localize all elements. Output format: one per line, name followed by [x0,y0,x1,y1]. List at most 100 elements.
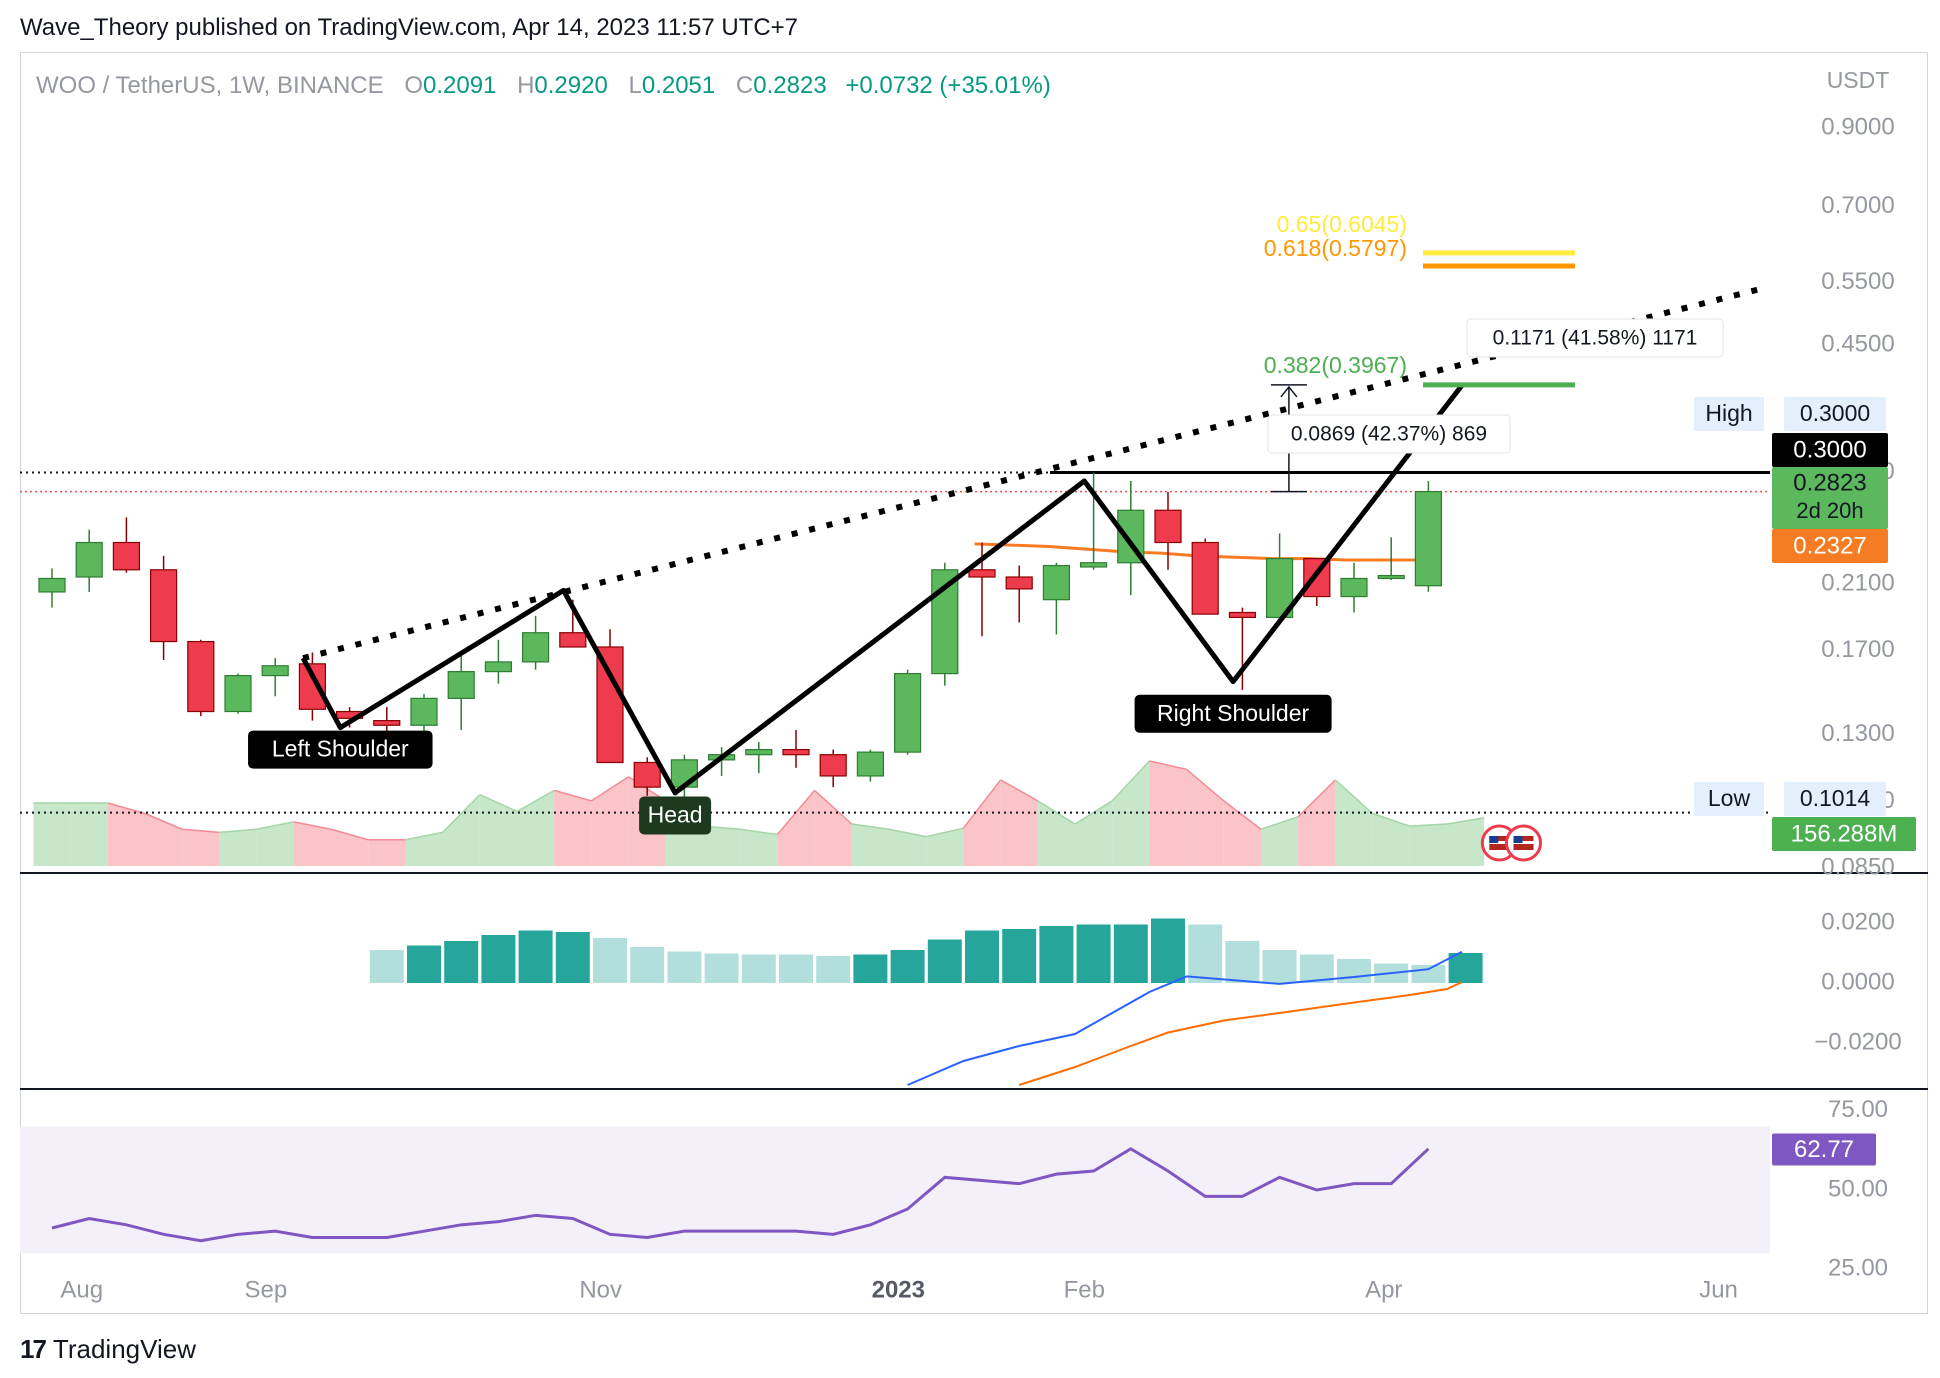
volume-area [963,779,1001,866]
footer-brand: 17 TradingView [20,1334,196,1365]
macd-signal-line [1018,981,1463,1086]
volume-area [1298,779,1336,866]
legend-symbol: WOO / TetherUS, 1W, BINANCE [36,72,384,99]
legend-low-label: L [628,72,642,99]
volume-area-edge [962,779,1002,829]
macd-histogram-bar [779,954,813,983]
high-tag-label: High [1705,400,1752,426]
volume-area-edge [1037,800,1076,825]
footer-brand-name: TradingView [52,1334,196,1364]
macd-histogram-bar [741,954,776,983]
rsi-line [51,1147,1430,1243]
rsi-band [20,1126,1770,1254]
head-shoulders-pattern[interactable] [300,383,1464,796]
candle-down[interactable] [819,754,847,777]
candle-up[interactable] [1042,564,1071,601]
measure-arrowhead [1280,385,1298,398]
candle-down[interactable] [633,761,661,788]
candle-up[interactable] [75,541,103,578]
legend-open-label: O [404,72,423,99]
macd-histogram-bar [369,950,404,983]
time-tick: 2023 [872,1276,925,1303]
candle-up[interactable] [447,671,475,699]
candle-up[interactable] [484,661,512,673]
candle-down[interactable] [968,569,996,578]
candle-up[interactable] [1079,562,1108,568]
candle-down[interactable] [150,569,178,643]
macd-histogram-bar [1002,929,1037,983]
volume-area [182,829,220,866]
last-price-tag-bg [1772,467,1888,529]
legend-change: +0.0732 (+35.01%) [845,72,1051,99]
volume-area-edge [479,793,518,813]
high-tag-value: 0.3000 [1800,400,1870,426]
high-tag-value-bg [1784,397,1886,431]
ema-price-tag: 0.2327 [1793,532,1866,559]
candle-up[interactable] [1414,491,1443,587]
candle-down[interactable] [596,646,624,764]
price-tick: 0.9000 [1821,113,1894,140]
price-tick: 0.1700 [1821,636,1894,663]
candle-up[interactable] [38,577,66,593]
volume-area [145,813,183,866]
candle-up[interactable] [224,674,252,713]
candle-up[interactable] [261,665,289,677]
resistance-price-tag: 0.3000 [1793,436,1866,463]
candle-up[interactable] [670,759,699,788]
tradingview-logo-icon: 17 [20,1334,47,1364]
fib-level-label: 0.382(0.3967) [1264,352,1407,378]
candle-down[interactable] [1154,509,1182,544]
candle-up[interactable] [410,697,438,726]
volume-area-edge [516,789,555,813]
macd-histogram-bar [1188,924,1223,983]
candle-down[interactable] [187,640,215,713]
pattern-label-bg [639,796,712,835]
candle-down[interactable] [1228,611,1257,619]
volume-area [293,821,331,866]
candle-up[interactable] [856,751,885,777]
volume-area-edge [1297,779,1336,818]
macd-histogram-bar [630,947,665,983]
volume-area [851,824,889,866]
volume-area [740,829,778,866]
candle-down[interactable] [1005,576,1033,590]
pattern-label: Right Shoulder [1157,700,1309,726]
volume-area-edge [1223,800,1262,830]
volume-area [591,776,629,866]
volume-area [70,803,108,866]
publisher-line: Wave_Theory published on TradingView.com… [20,14,799,41]
candle-up[interactable] [745,748,773,756]
volume-area [219,829,257,866]
pattern-label: Left Shoulder [272,736,409,762]
macd-histogram-bar [1225,941,1260,983]
candle-up[interactable] [1377,574,1405,580]
candle-down[interactable] [1191,541,1219,615]
macd-histogram-bar [481,935,516,983]
macd-histogram-bar [1039,926,1074,983]
candle-down[interactable] [559,632,587,648]
volume-area-edge [330,828,369,841]
macd-histogram-bar [444,941,479,983]
volume-area-edge [814,789,853,825]
time-tick: Aug [60,1276,103,1303]
volume-area-edge [1260,815,1299,830]
macd-histogram-bar [890,950,925,983]
candle-up[interactable] [1340,577,1368,598]
candle-down[interactable] [782,748,810,756]
volume-area [368,839,406,866]
volume-area [405,832,443,866]
volume-area [517,790,555,866]
volume-area [479,794,517,866]
axis-unit: USDT [1827,67,1890,93]
volume-area-edge [888,828,927,838]
candle-down[interactable] [373,720,401,726]
candle-down[interactable] [112,541,141,571]
macd-histogram-bar [965,930,999,983]
chart-frame [20,52,1928,1314]
low-tag-label-bg [1694,782,1764,816]
candle-up[interactable] [521,632,550,663]
volume-area [33,803,71,866]
candle-up[interactable] [893,672,922,753]
volume-area-edge [219,828,257,834]
